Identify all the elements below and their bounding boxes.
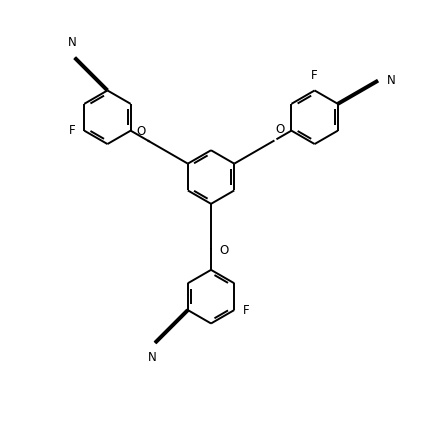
Text: O: O [136,125,145,138]
Text: O: O [219,244,228,257]
Text: F: F [69,124,76,137]
Text: N: N [148,351,157,364]
Text: O: O [276,123,285,136]
Text: N: N [386,74,395,87]
Text: F: F [242,304,249,317]
Text: N: N [68,36,77,49]
Text: F: F [311,69,318,82]
